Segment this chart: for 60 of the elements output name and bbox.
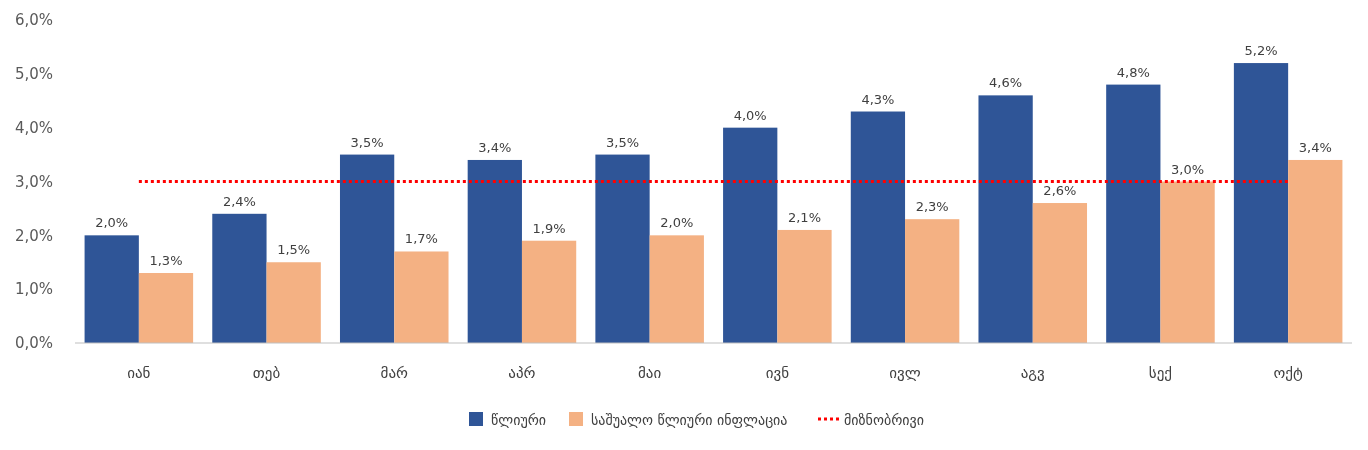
y-tick-label: 1,0% <box>14 280 53 299</box>
data-label: 4,0% <box>733 107 767 123</box>
data-label: 5,2% <box>1244 43 1278 59</box>
bar <box>394 251 449 343</box>
bar <box>777 229 832 343</box>
bar <box>1106 84 1161 343</box>
data-label: 1,9% <box>532 220 566 236</box>
bar <box>212 213 267 343</box>
bar <box>467 159 522 343</box>
legend-label: წლიური <box>491 411 547 428</box>
legend-label: მიზნობრივი <box>844 411 924 428</box>
y-tick-label: 0,0% <box>14 334 53 353</box>
x-tick-label: ივლ <box>889 364 921 382</box>
x-tick-label: თებ <box>252 364 281 382</box>
bar <box>1032 203 1088 343</box>
y-tick-label: 3,0% <box>14 172 53 191</box>
y-tick-label: 4,0% <box>14 118 53 137</box>
bar <box>521 240 577 343</box>
bar <box>1288 159 1343 343</box>
data-label: 2,4% <box>222 193 256 209</box>
data-label: 3,0% <box>1171 161 1205 177</box>
y-tick-label: 6,0% <box>14 11 53 30</box>
bar <box>84 235 139 343</box>
data-label: 1,3% <box>149 253 183 269</box>
bar <box>1233 63 1289 343</box>
bar <box>850 111 906 343</box>
data-label: 3,5% <box>350 134 384 150</box>
bar <box>138 273 194 343</box>
bar <box>978 95 1033 343</box>
x-tick-label: ოქტ <box>1273 364 1303 382</box>
x-tick-label: ივნ <box>765 364 790 382</box>
bar <box>266 262 321 343</box>
data-label: 3,4% <box>1298 139 1332 155</box>
x-tick-label: მაი <box>638 364 662 382</box>
data-label: 1,7% <box>404 231 438 247</box>
bar <box>723 127 778 343</box>
x-tick-label: იან <box>127 364 151 382</box>
data-label: 3,5% <box>606 134 640 150</box>
data-label: 4,3% <box>861 91 895 107</box>
data-label: 4,8% <box>1116 64 1150 80</box>
legend-label: საშუალო წლიური ინფლაცია <box>591 411 788 428</box>
bar <box>905 219 960 343</box>
data-label: 2,0% <box>95 215 129 231</box>
data-label: 2,0% <box>660 215 694 231</box>
data-label: 2,6% <box>1043 183 1077 199</box>
data-label: 2,3% <box>915 199 949 215</box>
data-label: 2,1% <box>787 209 821 225</box>
y-tick-label: 5,0% <box>14 65 53 84</box>
data-label: 1,5% <box>277 242 311 258</box>
bar <box>595 154 650 343</box>
data-label: 3,4% <box>478 139 512 155</box>
data-label: 4,6% <box>989 75 1023 91</box>
y-tick-label: 2,0% <box>14 226 53 245</box>
bar <box>1160 181 1215 343</box>
x-tick-label: სექ <box>1148 364 1173 382</box>
x-tick-label: მარ <box>380 364 408 382</box>
bar <box>339 154 395 343</box>
x-tick-label: აპრ <box>508 364 536 382</box>
bar <box>649 235 704 343</box>
x-tick-label: აგვ <box>1020 364 1045 382</box>
